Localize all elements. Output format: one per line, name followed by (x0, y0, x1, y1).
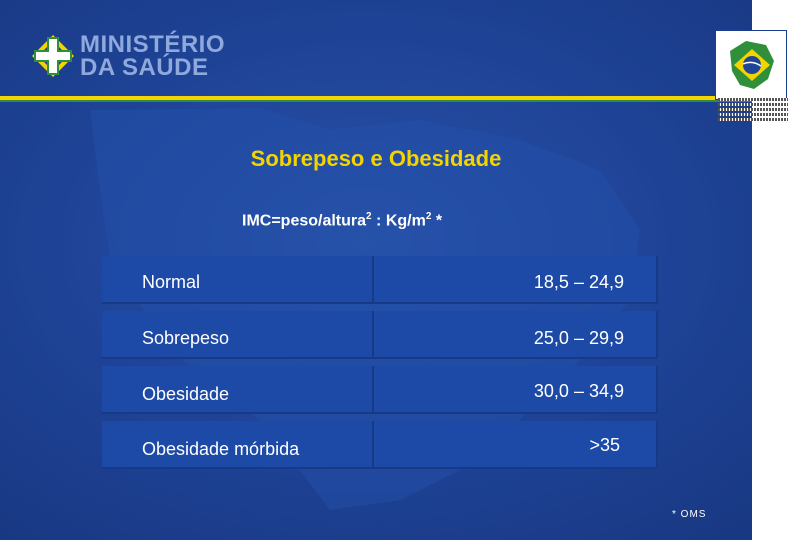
imc-formula: IMC=peso/altura2 : Kg/m2 * (242, 211, 442, 230)
range-value: 18,5 – 24,9 (533, 272, 624, 292)
category-label: Normal (142, 272, 201, 292)
formula-mid: : Kg/m (371, 212, 426, 230)
ministerio-cross-icon (32, 35, 74, 77)
slide-title: Sobrepeso e Obesidade (250, 146, 502, 171)
formula-suffix: * (431, 212, 443, 230)
table-row-category-cell: Normal (102, 256, 374, 304)
table-row-range-cell: 18,5 – 24,9 (374, 256, 658, 304)
range-value: 25,0 – 29,9 (533, 328, 624, 348)
logo-line-2: DA SAÚDE (80, 54, 209, 81)
header-yellow-stripe (0, 96, 810, 100)
brazil-flag-seal (715, 30, 787, 100)
table-row-range-cell: 30,0 – 34,9 (374, 366, 658, 414)
category-label: Obesidade (142, 384, 230, 404)
footnote: * OMS (672, 509, 707, 520)
range-value: >35 (589, 435, 620, 455)
header-green-stripe (0, 100, 810, 102)
formula-superscript-1: 2 (366, 211, 372, 222)
table-row-category-cell: Obesidade mórbida (102, 421, 374, 469)
logo-line-1: MINISTÉRIO (80, 31, 226, 58)
ministerio-logo-text: MINISTÉRIO DA SAÚDE (80, 31, 226, 81)
category-label: Obesidade mórbida (142, 439, 300, 459)
table-row-category-cell: Obesidade (102, 366, 374, 414)
formula-superscript-2: 2 (425, 211, 432, 222)
range-value: 30,0 – 34,9 (533, 381, 624, 401)
seal-caption-lines (718, 96, 788, 123)
table-row-range-cell: 25,0 – 29,9 (374, 311, 658, 359)
category-label: Sobrepeso (142, 328, 230, 348)
brazil-flag-icon (722, 37, 780, 93)
table-row-category-cell: Sobrepeso (102, 311, 374, 359)
table-row-range-cell: >35 (374, 421, 658, 469)
formula-prefix: IMC=peso/altura (242, 212, 367, 230)
